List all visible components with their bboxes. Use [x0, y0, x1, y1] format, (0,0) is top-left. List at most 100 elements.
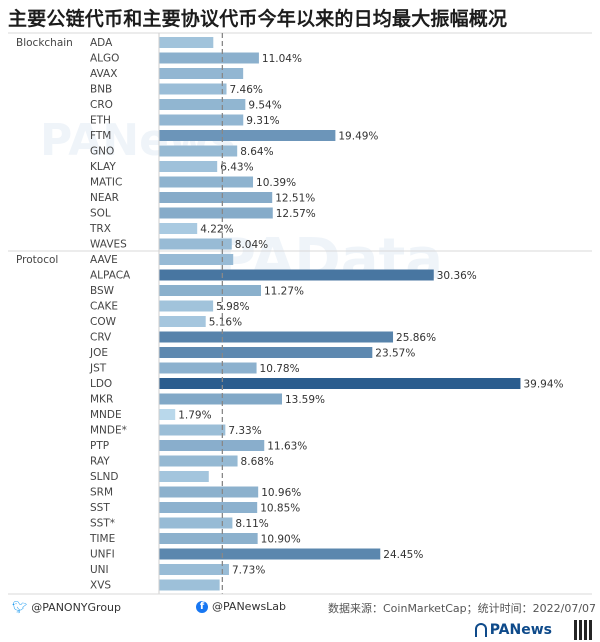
bar-ada [159, 37, 214, 48]
value-label: 10.90% [261, 534, 301, 546]
bar-sst [159, 502, 258, 513]
value-label: 13.59% [285, 394, 325, 406]
watermark-padata: PAData [215, 227, 443, 292]
bar-alpaca [159, 269, 434, 281]
bar-cake [159, 300, 214, 312]
facebook-label: @PANewsLab [212, 600, 287, 613]
data-source: 数据来源：CoinMarketCap；统计时间：2022/07/07 [328, 600, 596, 616]
category-label: SRM [90, 487, 113, 499]
bar-gno [159, 145, 238, 157]
group-label-protocol: Protocol [16, 254, 58, 266]
category-label: TRX [89, 223, 111, 235]
bar-eth [159, 114, 244, 126]
category-label: JST [89, 363, 107, 375]
value-label: 23.57% [375, 348, 415, 360]
category-label: SOL [90, 208, 111, 220]
category-label: LDO [90, 378, 112, 390]
value-label: 8.64% [240, 146, 273, 158]
logo-text: PANews [489, 622, 552, 638]
bar-cro [159, 99, 246, 110]
category-label: PTP [90, 440, 109, 452]
bar-sol [159, 207, 273, 219]
value-label: 9.54% [248, 100, 281, 112]
category-label: AVAX [90, 68, 117, 80]
bar-joe [159, 347, 373, 358]
facebook-handle[interactable]: f @PANewsLab [196, 600, 286, 613]
category-label: MNDE* [90, 425, 127, 437]
category-label: RAY [90, 456, 110, 468]
category-label: MNDE [90, 409, 122, 421]
value-label: 1.79% [178, 410, 211, 422]
bar-crv [159, 331, 394, 343]
category-label: SST* [90, 518, 115, 530]
value-label: 11.04% [262, 53, 302, 65]
category-label: ADA [90, 37, 113, 49]
category-label: SLND [90, 471, 118, 483]
bar-near [159, 192, 273, 203]
category-label: ALGO [90, 53, 119, 65]
bar-ray [159, 455, 238, 467]
value-label: 10.85% [260, 503, 300, 515]
logo-mark-icon [474, 623, 487, 637]
category-label: BNB [90, 84, 112, 96]
category-label: MKR [90, 394, 113, 406]
value-label: 6.43% [220, 162, 253, 174]
bar-mnde-star [159, 424, 226, 436]
bar-algo [159, 52, 259, 64]
value-label: 10.78% [260, 363, 300, 375]
category-label: CAKE [90, 301, 118, 313]
category-label: CRV [90, 332, 112, 344]
value-label: 5.98% [216, 301, 249, 313]
facebook-icon: f [196, 600, 208, 613]
data-source-label: 数据来源：CoinMarketCap；统计时间：2022/07/07 [328, 602, 597, 615]
footer: 🐦︎ @PANONYGroup f @PANewsLab 数据来源：CoinMa… [0, 596, 600, 618]
category-label: ALPACA [90, 270, 131, 282]
bar-mkr [159, 393, 282, 405]
value-label: 24.45% [383, 549, 423, 561]
value-label: 11.27% [264, 286, 304, 298]
value-label: 5.16% [209, 317, 242, 329]
bar-aave [159, 254, 234, 265]
bar-uni [159, 564, 229, 575]
value-label: 7.33% [228, 425, 261, 437]
bar-bnb [159, 83, 227, 95]
bar-trx [159, 223, 198, 234]
value-label: 10.39% [256, 177, 296, 189]
value-label: 12.57% [276, 208, 316, 220]
bird-icon: 🐦︎ [12, 600, 28, 614]
value-label: 8.04% [235, 239, 268, 251]
value-label: 7.73% [232, 565, 265, 577]
category-label: AAVE [90, 254, 118, 266]
bar-xvs [159, 579, 220, 591]
bar-cow [159, 316, 206, 327]
twitter-handle[interactable]: 🐦︎ @PANONYGroup [12, 600, 121, 614]
value-label: 12.51% [275, 193, 315, 205]
category-label: SST [90, 502, 110, 514]
category-label: WAVES [90, 239, 127, 251]
value-label: 7.46% [230, 84, 263, 96]
category-label: CRO [90, 99, 113, 111]
category-label: TIME [89, 533, 115, 545]
bar-avax [159, 68, 244, 79]
value-label: 8.11% [235, 518, 268, 530]
bar-mnde [159, 409, 176, 420]
bar-klay [159, 161, 218, 172]
bar-sst-star [159, 517, 233, 529]
value-label: 4.22% [200, 224, 233, 236]
chart-title: 主要公链代币和主要协议代币今年以来的日均最大振幅概况 [8, 8, 508, 30]
value-label: 11.63% [267, 441, 307, 453]
value-label: 19.49% [338, 131, 378, 143]
value-label: 10.96% [261, 487, 301, 499]
category-label: JOE [89, 347, 108, 359]
bar-ptp [159, 440, 265, 451]
brand-bar: PANews [0, 620, 600, 642]
category-label: KLAY [90, 161, 116, 173]
category-label: BSW [90, 285, 115, 297]
category-label: ETH [90, 115, 111, 127]
category-label: FTM [90, 130, 111, 142]
bar-unfi [159, 548, 381, 560]
category-label: MATIC [90, 177, 122, 189]
bar-waves [159, 238, 232, 250]
qr-code-icon [574, 620, 594, 640]
